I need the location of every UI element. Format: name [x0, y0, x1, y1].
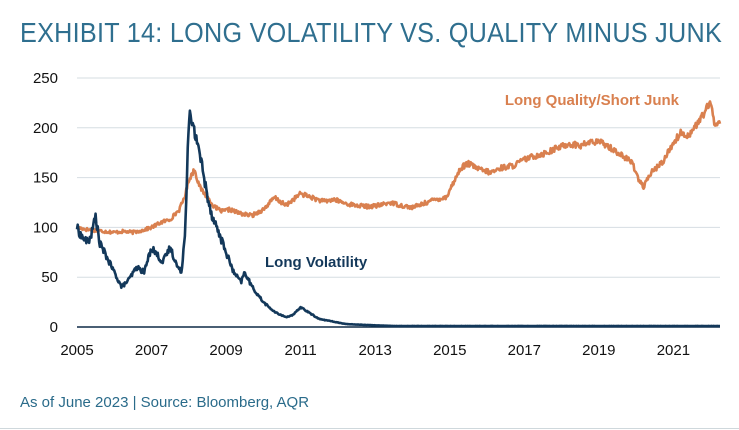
long-volatility-series-label: Long Volatility: [265, 254, 368, 271]
x-tick-label: 2005: [60, 342, 93, 359]
y-tick-label: 0: [50, 319, 58, 336]
source-note: As of June 2023 | Source: Bloomberg, AQR: [20, 394, 310, 411]
chart: 0 50 100 150 200 250 2005 2007 2009 2011 2013 2015…: [33, 70, 722, 359]
y-tick-label: 150: [33, 170, 58, 187]
long-quality-series-line: [75, 100, 722, 236]
x-axis-tick-labels: 2005 2007 2009 2011 2013 2015 2017 2019 2021: [60, 342, 690, 359]
long-quality-series-label: Long Quality/Short Junk: [505, 92, 680, 109]
x-tick-label: 2013: [359, 342, 392, 359]
bottom-divider: [0, 428, 739, 429]
y-tick-label: 50: [41, 269, 58, 286]
y-axis-tick-labels: 0 50 100 150 200 250: [33, 70, 58, 336]
y-tick-label: 200: [33, 120, 58, 137]
x-tick-label: 2007: [135, 342, 168, 359]
exhibit-title: EXHIBIT 14: LONG VOLATILITY VS. QUALITY …: [20, 17, 723, 48]
long-volatility-series-line: [75, 109, 721, 328]
x-tick-label: 2009: [209, 342, 242, 359]
x-tick-label: 2019: [582, 342, 615, 359]
y-tick-label: 250: [33, 70, 58, 87]
y-tick-label: 100: [33, 219, 58, 236]
x-tick-label: 2017: [508, 342, 541, 359]
x-tick-label: 2021: [657, 342, 690, 359]
series-lines: [75, 100, 722, 328]
x-tick-label: 2015: [433, 342, 466, 359]
x-tick-label: 2011: [285, 342, 317, 359]
